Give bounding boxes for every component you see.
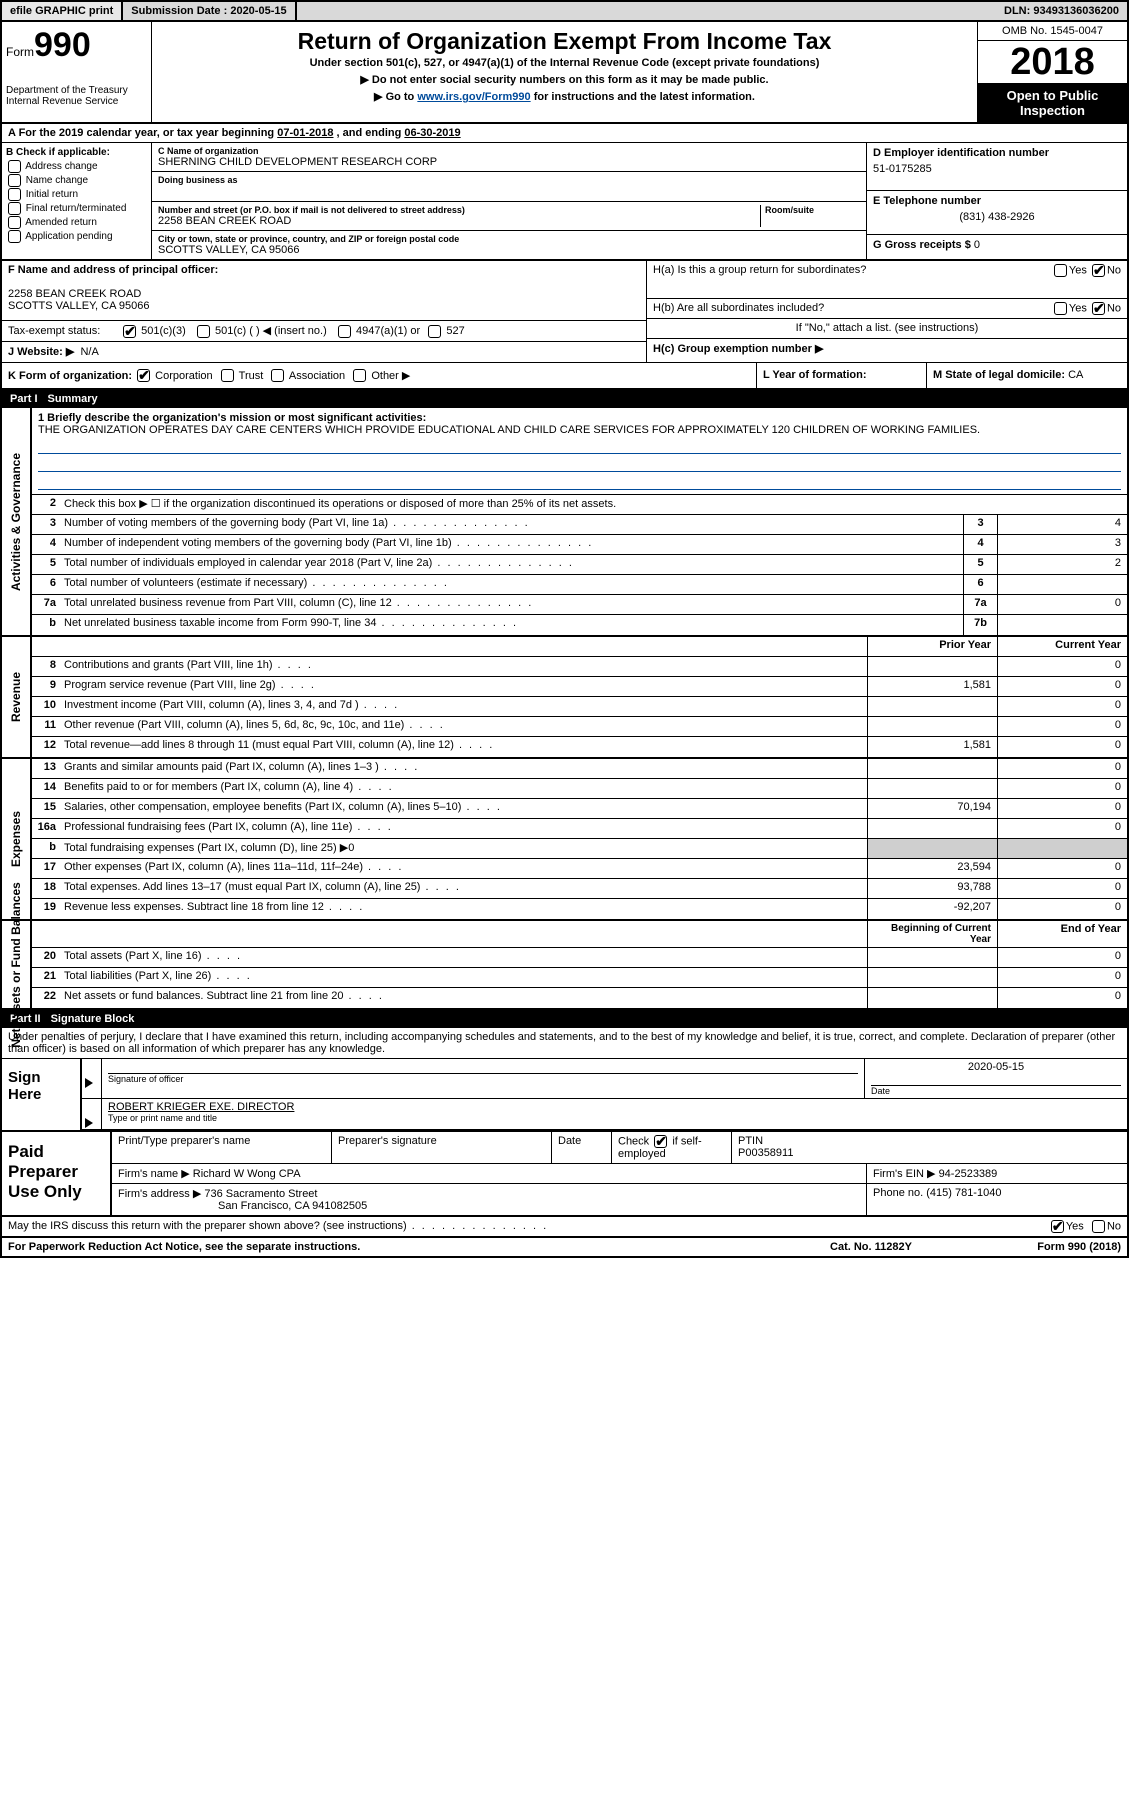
gov-line: 7aTotal unrelated business revenue from … — [32, 595, 1127, 615]
data-line: 9Program service revenue (Part VIII, lin… — [32, 677, 1127, 697]
chk-app-pending[interactable] — [8, 230, 21, 243]
chk-hb-no[interactable] — [1092, 302, 1105, 315]
revenue-section: Revenue Prior Year Current Year 8Contrib… — [2, 637, 1127, 759]
data-line: 19Revenue less expenses. Subtract line 1… — [32, 899, 1127, 919]
submission-date: Submission Date : 2020-05-15 — [123, 2, 296, 20]
chk-ha-yes[interactable] — [1054, 264, 1067, 277]
chk-other[interactable] — [353, 369, 366, 382]
footer: For Paperwork Reduction Act Notice, see … — [2, 1238, 1127, 1256]
data-line: 12Total revenue—add lines 8 through 11 (… — [32, 737, 1127, 757]
efile-print-button[interactable]: efile GRAPHIC print — [2, 2, 123, 20]
chk-trust[interactable] — [221, 369, 234, 382]
gov-line: 6Total number of volunteers (estimate if… — [32, 575, 1127, 595]
discuss-row: May the IRS discuss this return with the… — [2, 1217, 1127, 1238]
chk-name-change[interactable] — [8, 174, 21, 187]
tax-year: 2018 — [978, 41, 1127, 84]
part1-header: Part I Summary — [2, 390, 1127, 408]
gov-line: 4Number of independent voting members of… — [32, 535, 1127, 555]
gov-line: 3Number of voting members of the governi… — [32, 515, 1127, 535]
header-left: Form990 Department of the Treasury Inter… — [2, 22, 152, 122]
header-row: Form990 Department of the Treasury Inter… — [2, 22, 1127, 124]
expenses-section: Expenses 13Grants and similar amounts pa… — [2, 759, 1127, 921]
arrow-icon — [85, 1078, 93, 1088]
gov-line: bNet unrelated business taxable income f… — [32, 615, 1127, 635]
header-right: OMB No. 1545-0047 2018 Open to Public In… — [977, 22, 1127, 122]
data-line: 11Other revenue (Part VIII, column (A), … — [32, 717, 1127, 737]
data-line: 17Other expenses (Part IX, column (A), l… — [32, 859, 1127, 879]
data-line: 13Grants and similar amounts paid (Part … — [32, 759, 1127, 779]
chk-501c3[interactable] — [123, 325, 136, 338]
form-title: Return of Organization Exempt From Incom… — [158, 28, 971, 55]
data-line: 10Investment income (Part VIII, column (… — [32, 697, 1127, 717]
data-line: 14Benefits paid to or for members (Part … — [32, 779, 1127, 799]
col-d: D Employer identification number 51-0175… — [867, 143, 1127, 259]
signature-block: Under penalties of perjury, I declare th… — [2, 1028, 1127, 1132]
col-b-checkboxes: B Check if applicable: Address change Na… — [2, 143, 152, 259]
top-bar: efile GRAPHIC print Submission Date : 20… — [2, 2, 1127, 22]
data-line: 20Total assets (Part X, line 16)0 — [32, 948, 1127, 968]
lower-grid: F Name and address of principal officer:… — [2, 261, 1127, 363]
chk-4947[interactable] — [338, 325, 351, 338]
gov-line: 5Total number of individuals employed in… — [32, 555, 1127, 575]
data-line: bTotal fundraising expenses (Part IX, co… — [32, 839, 1127, 859]
chk-final-return[interactable] — [8, 202, 21, 215]
period-row: A For the 2019 calendar year, or tax yea… — [2, 124, 1127, 143]
data-line: 8Contributions and grants (Part VIII, li… — [32, 657, 1127, 677]
irs-link[interactable]: www.irs.gov/Form990 — [417, 91, 530, 103]
net-assets-section: Net Assets or Fund Balances Beginning of… — [2, 921, 1127, 1010]
mission: 1 Briefly describe the organization's mi… — [32, 408, 1127, 495]
chk-discuss-yes[interactable] — [1051, 1220, 1064, 1233]
paid-preparer: Paid Preparer Use Only Print/Type prepar… — [2, 1132, 1127, 1217]
part2-header: Part II Signature Block — [2, 1010, 1127, 1028]
data-line: 22Net assets or fund balances. Subtract … — [32, 988, 1127, 1008]
col-c-org: C Name of organization SHERNING CHILD DE… — [152, 143, 867, 259]
data-line: 15Salaries, other compensation, employee… — [32, 799, 1127, 819]
activities-governance: Activities & Governance 1 Briefly descri… — [2, 408, 1127, 637]
chk-corp[interactable] — [137, 369, 150, 382]
chk-self-employed[interactable] — [654, 1135, 667, 1148]
data-line: 16aProfessional fundraising fees (Part I… — [32, 819, 1127, 839]
kjl-row: K Form of organization: Corporation Trus… — [2, 363, 1127, 391]
data-line: 18Total expenses. Add lines 13–17 (must … — [32, 879, 1127, 899]
chk-address-change[interactable] — [8, 160, 21, 173]
chk-527[interactable] — [428, 325, 441, 338]
dln: DLN: 93493136036200 — [996, 2, 1127, 20]
chk-assoc[interactable] — [271, 369, 284, 382]
form-container: efile GRAPHIC print Submission Date : 20… — [0, 0, 1129, 1258]
header-mid: Return of Organization Exempt From Incom… — [152, 22, 977, 122]
chk-ha-no[interactable] — [1092, 264, 1105, 277]
chk-initial-return[interactable] — [8, 188, 21, 201]
gov-line: 2Check this box ▶ ☐ if the organization … — [32, 495, 1127, 515]
chk-hb-yes[interactable] — [1054, 302, 1067, 315]
data-line: 21Total liabilities (Part X, line 26)0 — [32, 968, 1127, 988]
chk-amended[interactable] — [8, 216, 21, 229]
chk-501c[interactable] — [197, 325, 210, 338]
arrow-icon — [85, 1118, 93, 1128]
chk-discuss-no[interactable] — [1092, 1220, 1105, 1233]
info-grid: B Check if applicable: Address change Na… — [2, 143, 1127, 261]
